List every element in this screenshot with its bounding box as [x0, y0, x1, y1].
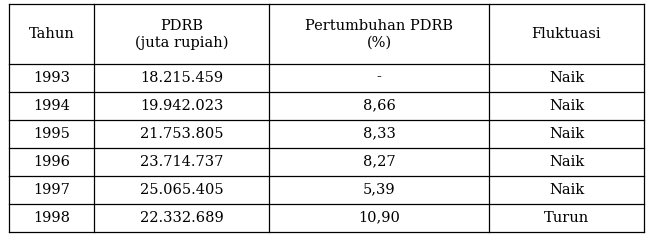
Text: 8,66: 8,66 [362, 98, 396, 113]
Text: Tahun: Tahun [29, 27, 74, 40]
Text: 8,33: 8,33 [362, 126, 396, 141]
Text: 25.065.405: 25.065.405 [140, 183, 223, 196]
Text: Naik: Naik [549, 70, 584, 85]
Text: 21.753.805: 21.753.805 [140, 126, 223, 141]
Text: -: - [377, 70, 381, 85]
Text: 1994: 1994 [33, 98, 70, 113]
Text: 1997: 1997 [33, 183, 70, 196]
Text: 22.332.689: 22.332.689 [140, 211, 223, 224]
Text: (%): (%) [366, 35, 392, 50]
Text: 8,27: 8,27 [362, 154, 395, 168]
Text: Naik: Naik [549, 98, 584, 113]
Text: Fluktuasi: Fluktuasi [532, 27, 601, 40]
Text: (juta rupiah): (juta rupiah) [135, 35, 229, 50]
Text: 1996: 1996 [33, 154, 70, 168]
Text: 1995: 1995 [33, 126, 70, 141]
Text: Naik: Naik [549, 183, 584, 196]
Text: 10,90: 10,90 [358, 211, 400, 224]
Text: 18.215.459: 18.215.459 [140, 70, 223, 85]
Text: 5,39: 5,39 [362, 183, 395, 196]
Text: 19.942.023: 19.942.023 [140, 98, 223, 113]
Text: Pertumbuhan PDRB: Pertumbuhan PDRB [305, 20, 453, 34]
Text: PDRB: PDRB [160, 20, 203, 34]
Text: Naik: Naik [549, 154, 584, 168]
Text: Turun: Turun [544, 211, 589, 224]
Text: 23.714.737: 23.714.737 [140, 154, 223, 168]
Text: 1998: 1998 [33, 211, 70, 224]
Text: Naik: Naik [549, 126, 584, 141]
Text: 1993: 1993 [33, 70, 70, 85]
